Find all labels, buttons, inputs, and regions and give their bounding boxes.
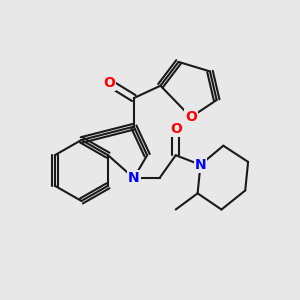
Text: O: O [185, 110, 197, 124]
Text: O: O [170, 122, 182, 136]
Text: N: N [195, 158, 206, 172]
Text: N: N [128, 171, 140, 185]
Text: O: O [103, 76, 115, 90]
